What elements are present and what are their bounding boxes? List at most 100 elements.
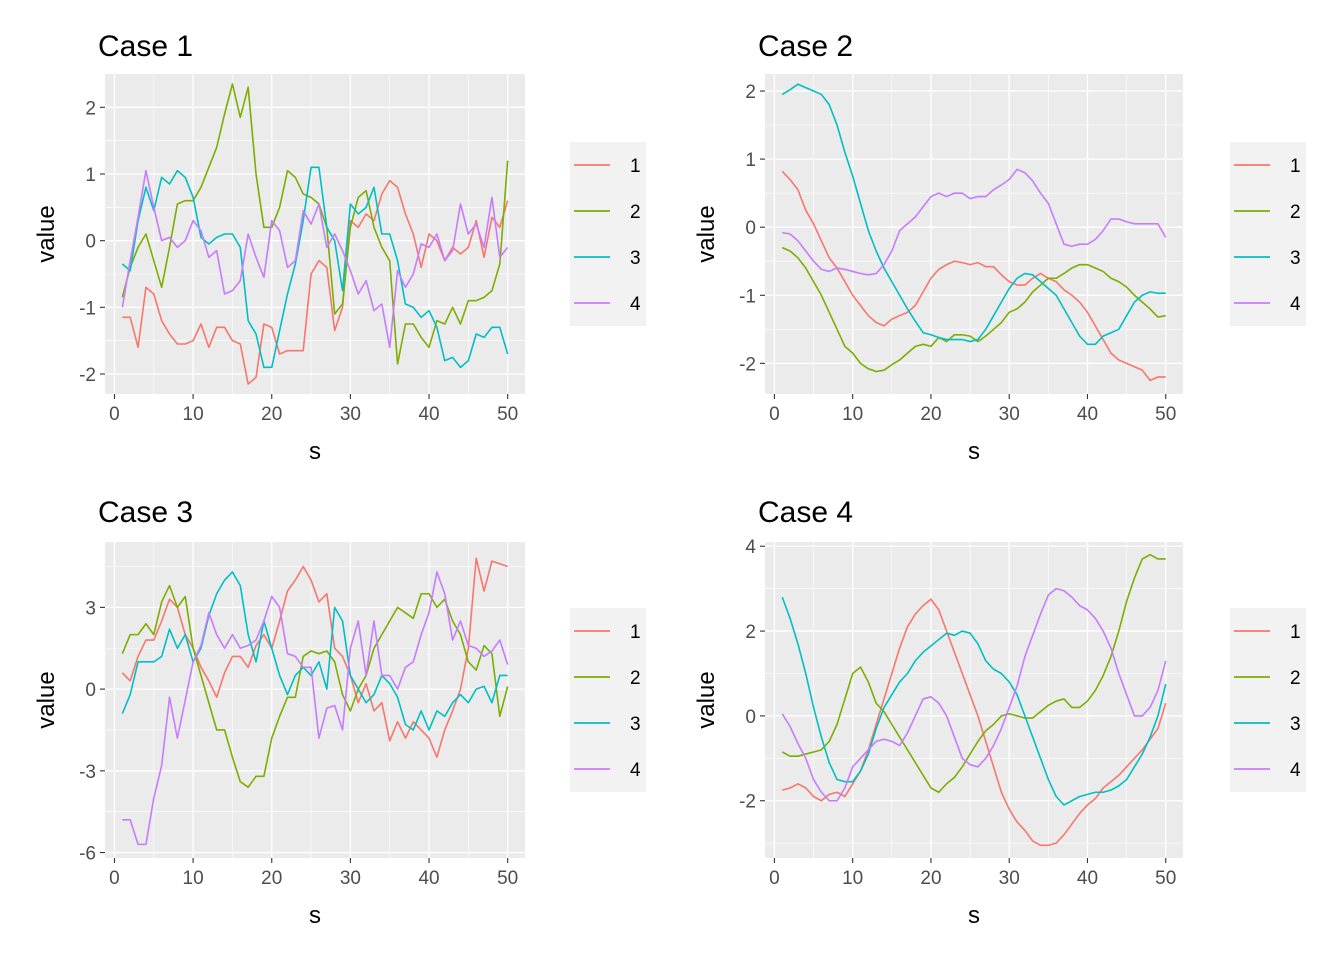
x-tick-label: 50: [1155, 868, 1176, 889]
legend-key: [572, 282, 616, 326]
x-tick-label: 10: [183, 868, 204, 889]
y-tick-label: 3: [85, 598, 96, 619]
x-tick-label: 30: [340, 868, 361, 889]
legend-label-1: 1: [630, 622, 641, 643]
x-tick-label: 40: [1077, 868, 1098, 889]
legend-key: [572, 656, 616, 700]
x-tick-label: 50: [1155, 404, 1176, 425]
legend-key: [1232, 190, 1276, 234]
chart-title: Case 2: [758, 30, 853, 63]
chart-panel-2: Case 2 0 10 20 30 40 50 -2 -1 0 1 2 s value 1 2 3 4: [660, 0, 1320, 485]
series-line-3: [121, 166, 509, 369]
chart-svg: Case 3 0 10 20 30 40 50 -6 -3 0 3 s value 1 2 3 4: [33, 496, 646, 929]
x-tick-label: 20: [261, 404, 282, 425]
chart-title: Case 4: [758, 496, 853, 529]
x-tick-label: 30: [999, 868, 1020, 889]
plot-background: [765, 74, 1183, 394]
series-line-2: [781, 553, 1166, 794]
legend-key: [1232, 748, 1276, 792]
x-tick-label: 10: [842, 868, 863, 889]
chart-panel-1: Case 1 0 10 20 30 40 50 -2 -1 0 1 2 s value 1 2 3 4: [0, 0, 660, 485]
x-tick-label: 10: [183, 404, 204, 425]
chart-svg: Case 1 0 10 20 30 40 50 -2 -1 0 1 2 s value 1 2 3 4: [33, 30, 646, 465]
series-group: [121, 557, 509, 846]
series-line-4: [121, 169, 509, 349]
legend-label-3: 3: [1290, 248, 1301, 269]
y-tick-label: 0: [745, 218, 756, 239]
y-tick-label: -2: [739, 354, 756, 375]
x-tick-label: 40: [418, 404, 439, 425]
legend-key: [572, 748, 616, 792]
legend-label-4: 4: [1290, 760, 1301, 781]
legend-label-3: 3: [630, 248, 641, 269]
y-tick-label: 4: [745, 537, 756, 558]
x-axis-title: s: [968, 902, 980, 929]
legend-label-2: 2: [1290, 668, 1301, 689]
y-tick-label: -2: [739, 792, 756, 813]
x-tick-label: 20: [920, 868, 941, 889]
y-tick-label: -2: [79, 365, 96, 386]
chart-title: Case 3: [98, 496, 193, 529]
y-tick-label: -6: [79, 844, 96, 865]
x-tick-label: 0: [769, 868, 780, 889]
series-line-4: [781, 587, 1167, 802]
legend-key: [1232, 144, 1276, 188]
y-tick-label: 1: [85, 165, 96, 186]
y-tick-label: -3: [79, 762, 96, 783]
x-tick-label: 40: [418, 868, 439, 889]
series-line-4: [122, 571, 509, 846]
series-line-3: [121, 571, 508, 731]
y-tick-label: -1: [739, 286, 756, 307]
legend-label-3: 3: [1290, 714, 1301, 735]
legend-label-1: 1: [630, 156, 641, 177]
legend-label-3: 3: [630, 714, 641, 735]
legend-label-1: 1: [1290, 622, 1301, 643]
plot-background: [105, 74, 525, 394]
legend-key: [572, 236, 616, 280]
x-tick-label: 50: [497, 404, 518, 425]
x-tick-label: 50: [497, 868, 518, 889]
plot-background: [765, 542, 1183, 858]
series-line-1: [782, 598, 1167, 847]
y-tick-label: 0: [85, 232, 96, 253]
legend-key: [1232, 656, 1276, 700]
series-line-4: [782, 168, 1167, 276]
y-tick-label: -1: [79, 298, 96, 319]
legend-label-1: 1: [1290, 156, 1301, 177]
legend-key: [1232, 702, 1276, 746]
y-tick-label: 1: [745, 150, 756, 171]
legend-label-4: 4: [630, 760, 641, 781]
legend-key: [572, 610, 616, 654]
y-axis-title: value: [693, 671, 720, 728]
x-axis-title: s: [309, 438, 321, 465]
x-axis-title: s: [309, 902, 321, 929]
x-tick-label: 0: [109, 404, 120, 425]
y-tick-label: 0: [85, 680, 96, 701]
legend-label-4: 4: [630, 294, 641, 315]
x-tick-label: 0: [769, 404, 780, 425]
y-tick-label: 2: [745, 82, 756, 103]
legend-key: [1232, 236, 1276, 280]
series-line-2: [121, 584, 509, 788]
series-line-3: [781, 596, 1167, 806]
series-group: [781, 83, 1167, 382]
y-axis-title: value: [33, 205, 60, 262]
legend-label-4: 4: [1290, 294, 1301, 315]
x-tick-label: 30: [340, 404, 361, 425]
legend-key: [1232, 610, 1276, 654]
y-tick-label: 0: [745, 707, 756, 728]
chart-title: Case 1: [98, 30, 193, 63]
y-tick-label: 2: [745, 622, 756, 643]
chart-panel-3: Case 3 0 10 20 30 40 50 -6 -3 0 3 s value 1 2 3 4: [0, 466, 660, 951]
legend-label-2: 2: [1290, 202, 1301, 223]
legend-key: [1232, 282, 1276, 326]
x-tick-label: 20: [920, 404, 941, 425]
y-axis-title: value: [693, 205, 720, 262]
x-tick-label: 40: [1077, 404, 1098, 425]
legend-key: [572, 702, 616, 746]
series-group: [121, 83, 509, 385]
series-line-3: [781, 83, 1166, 346]
x-axis-title: s: [968, 438, 980, 465]
x-tick-label: 30: [999, 404, 1020, 425]
